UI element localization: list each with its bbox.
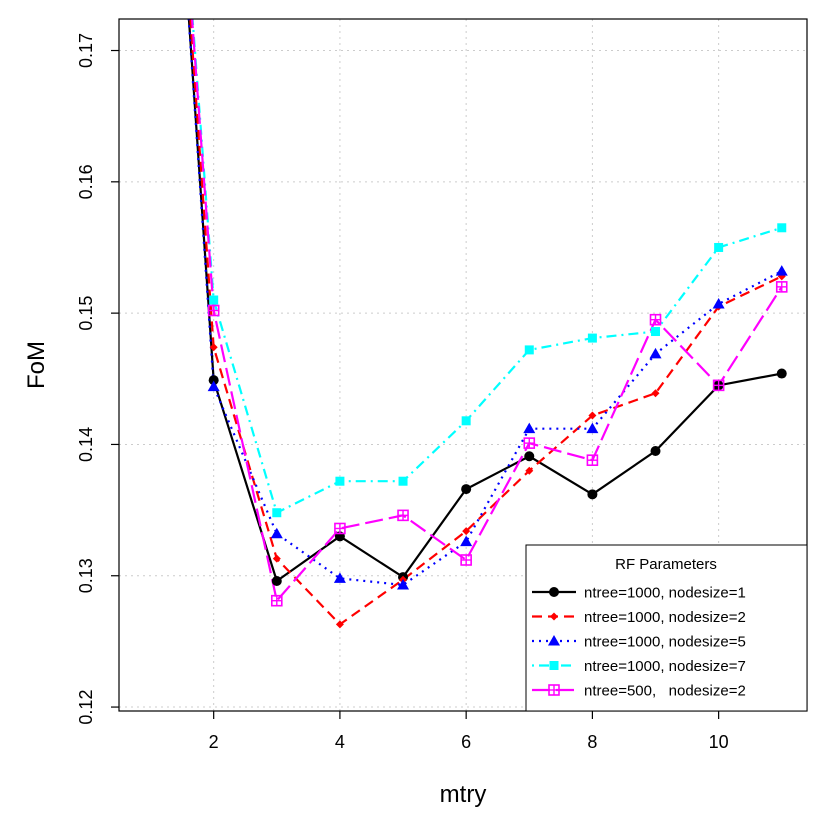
legend-marker-2	[550, 612, 558, 621]
data-point-series-4	[335, 476, 345, 486]
data-point-series-4	[524, 345, 534, 355]
plot-area-frame	[118, 18, 808, 712]
data-point-series-5	[397, 509, 409, 522]
data-point-series-5	[586, 454, 599, 466]
data-point-series-3	[460, 535, 473, 547]
data-point-series-5	[207, 304, 220, 317]
data-point-series-2	[272, 554, 281, 563]
data-point-series-4	[714, 242, 724, 252]
legend-marker-3	[548, 635, 560, 646]
data-point-series-1	[271, 576, 282, 587]
data-point-series-2	[462, 527, 471, 536]
x-tick-label: 2	[209, 732, 219, 752]
data-point-series-3	[270, 527, 283, 539]
legend-entries: ntree=1000, nodesize=1 ntree=1000, nodesi…	[532, 585, 746, 700]
data-point-series-2	[209, 343, 218, 352]
series-line-5	[190, 19, 783, 604]
data-point-series-2	[335, 620, 344, 629]
legend-label: ntree=500, nodesize=2	[584, 683, 746, 700]
series-line-3	[187, 19, 783, 587]
data-point-series-5	[334, 522, 346, 535]
legend-label: ntree=1000, nodesize=2	[584, 609, 746, 626]
series-line-2	[189, 19, 783, 626]
data-point-series-3	[775, 265, 788, 276]
legend-marker-5	[548, 684, 560, 696]
data-point-series-4	[651, 327, 661, 337]
data-point-series-4	[209, 295, 219, 305]
legend-label: ntree=1000, nodesize=1	[584, 585, 746, 602]
legend-marker-1	[549, 587, 559, 597]
y-tick-label: 0.13	[76, 558, 96, 593]
y-axis-title: FoM	[23, 341, 50, 389]
y-tick-label: 0.12	[76, 690, 96, 725]
x-tick-label: 10	[709, 732, 729, 752]
x-tick-label: 8	[587, 732, 597, 752]
data-point-series-4	[461, 416, 471, 426]
data-point-series-3	[333, 572, 346, 583]
data-point-series-1	[461, 484, 472, 495]
data-point-series-1	[208, 375, 219, 386]
data-point-series-2	[588, 411, 597, 420]
legend-title: RF Parameters	[615, 556, 717, 573]
data-point-series-4	[777, 223, 787, 233]
data-point-series-3	[586, 422, 599, 434]
data-point-series-3	[397, 578, 410, 590]
series-markers	[207, 223, 788, 629]
y-tick-label: 0.15	[76, 296, 96, 331]
y-axis: 0.12 0.13 0.14 0.15 0.16 0.17	[76, 33, 119, 725]
data-point-series-5	[270, 594, 283, 607]
legend-marker-4	[549, 661, 559, 670]
y-tick-label: 0.14	[76, 427, 96, 462]
data-point-series-5	[523, 437, 536, 449]
x-axis: 2 4 6 8 10	[209, 711, 729, 752]
data-point-series-1	[587, 489, 598, 500]
legend-label: ntree=1000, nodesize=7	[584, 658, 746, 675]
data-point-series-4	[398, 476, 408, 486]
legend-box	[525, 544, 808, 712]
data-point-series-3	[712, 297, 725, 309]
data-point-series-2	[651, 389, 660, 398]
data-point-series-3	[207, 380, 220, 392]
x-tick-label: 4	[335, 732, 345, 752]
y-tick-label: 0.17	[76, 33, 96, 68]
data-point-series-3	[523, 422, 536, 434]
legend-label: ntree=1000, nodesize=5	[584, 634, 746, 651]
data-point-series-1	[524, 451, 535, 462]
series-line-4	[191, 19, 783, 515]
data-point-series-1	[650, 446, 661, 457]
data-point-series-4	[272, 508, 282, 518]
legend: RF Parameters ntree=1000, nodesize=1ntre…	[525, 544, 808, 712]
y-tick-label: 0.16	[76, 164, 96, 199]
x-tick-label: 6	[461, 732, 471, 752]
data-point-series-2	[525, 466, 534, 475]
data-point-series-5	[775, 281, 788, 293]
data-point-series-5	[712, 379, 725, 392]
x-axis-title: mtry	[440, 781, 487, 808]
data-point-series-4	[587, 333, 597, 343]
data-point-series-5	[460, 554, 472, 566]
data-point-series-5	[649, 313, 662, 326]
data-point-series-3	[649, 347, 662, 359]
data-point-series-1	[776, 368, 787, 379]
